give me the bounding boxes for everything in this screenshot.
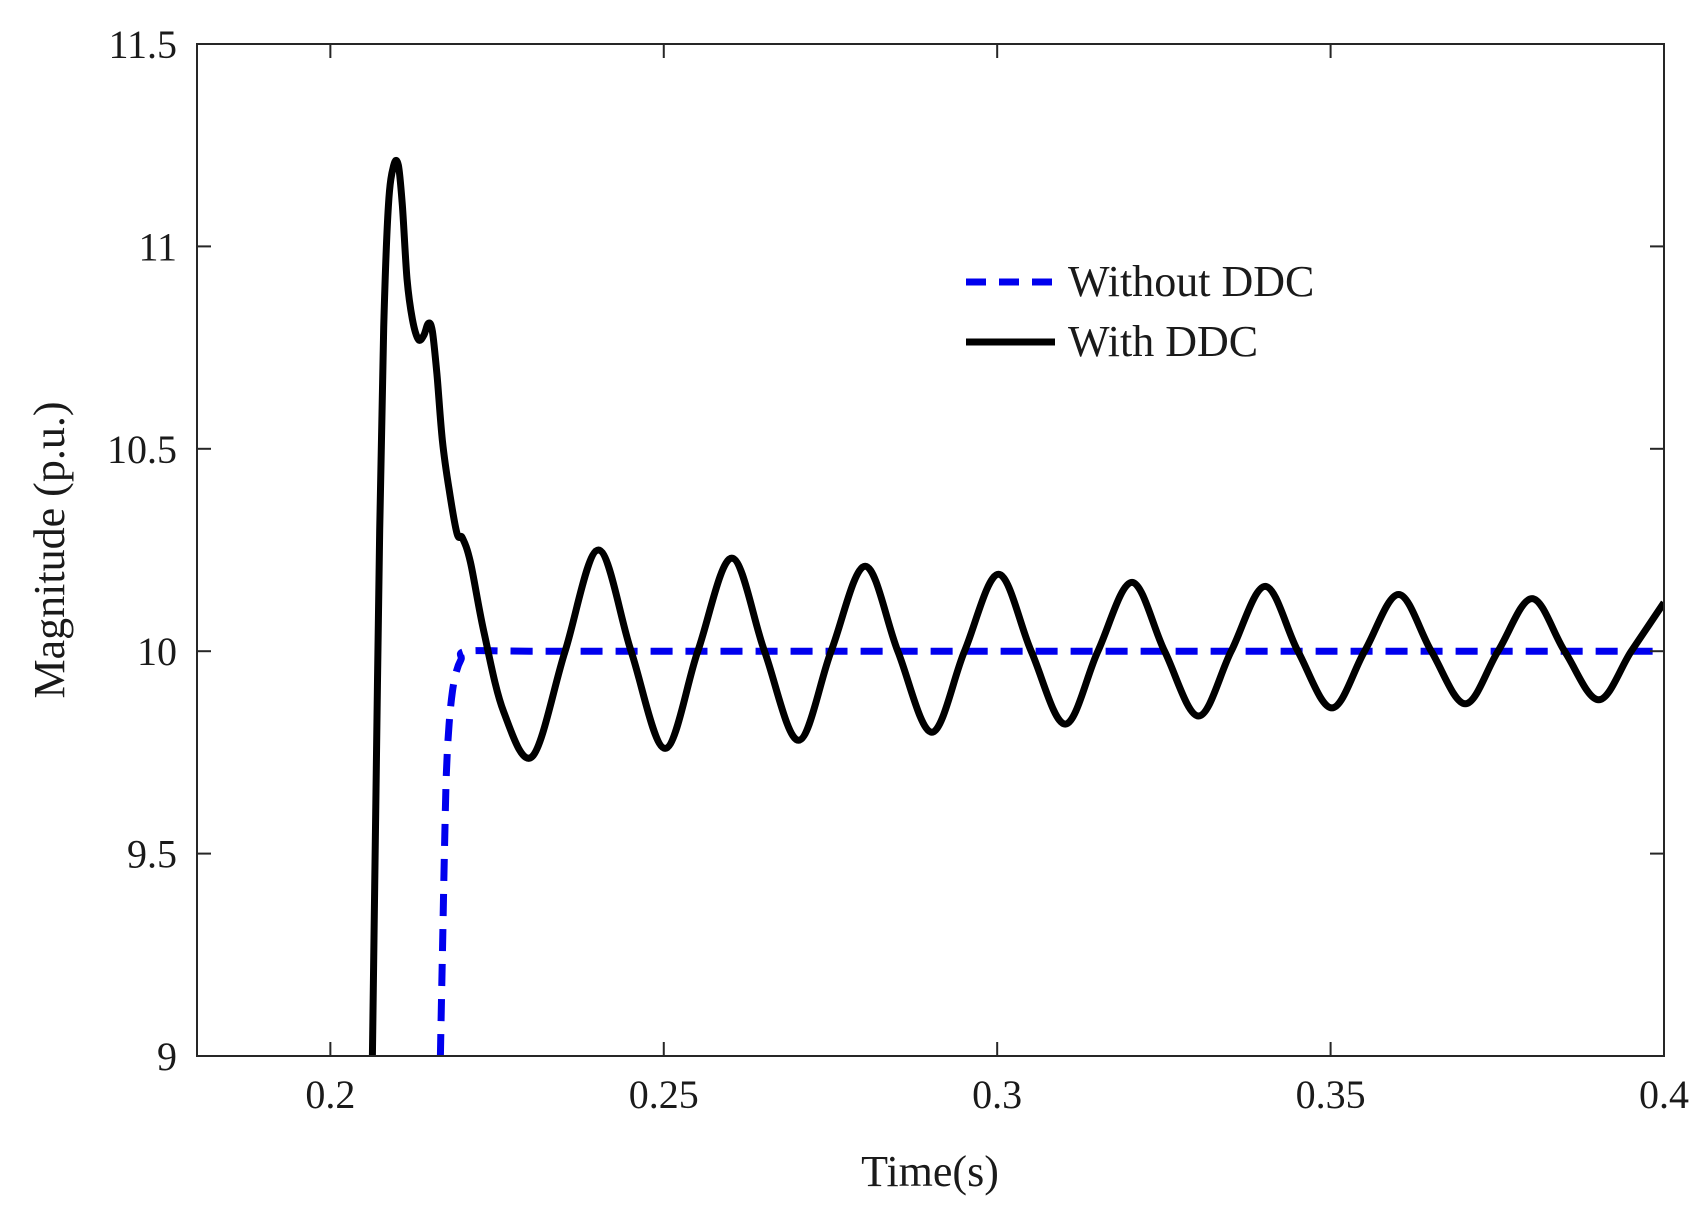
legend: Without DDC With DDC <box>966 257 1314 366</box>
y-tick-label: 9.5 <box>127 832 177 877</box>
y-tick-label: 11 <box>138 224 177 269</box>
x-tick-label: 0.4 <box>1639 1072 1689 1117</box>
ticks-layer: 0.2 0.25 0.3 0.35 0.4 9 9.5 10 10.5 11 11.5 <box>107 22 1689 1117</box>
legend-label-with-ddc: With DDC <box>1068 317 1258 366</box>
y-axis-title: Magnitude (p.u.) <box>25 402 74 699</box>
series-line-with-ddc <box>368 156 1664 1056</box>
x-tick-label: 0.25 <box>629 1072 699 1117</box>
series-line-without-ddc <box>436 647 1664 1056</box>
x-tick-label: 0.35 <box>1296 1072 1366 1117</box>
x-tick-label: 0.3 <box>972 1072 1022 1117</box>
legend-label-without-ddc: Without DDC <box>1068 257 1314 306</box>
y-tick-label: 10.5 <box>107 427 177 472</box>
y-tick-label: 11.5 <box>108 22 177 67</box>
series-layer <box>368 156 1664 1056</box>
y-tick-label: 9 <box>157 1034 177 1079</box>
x-axis-title: Time(s) <box>861 1147 999 1196</box>
x-tick-label: 0.2 <box>305 1072 355 1117</box>
plot-frame <box>196 43 1665 1057</box>
y-tick-label: 10 <box>137 629 177 674</box>
